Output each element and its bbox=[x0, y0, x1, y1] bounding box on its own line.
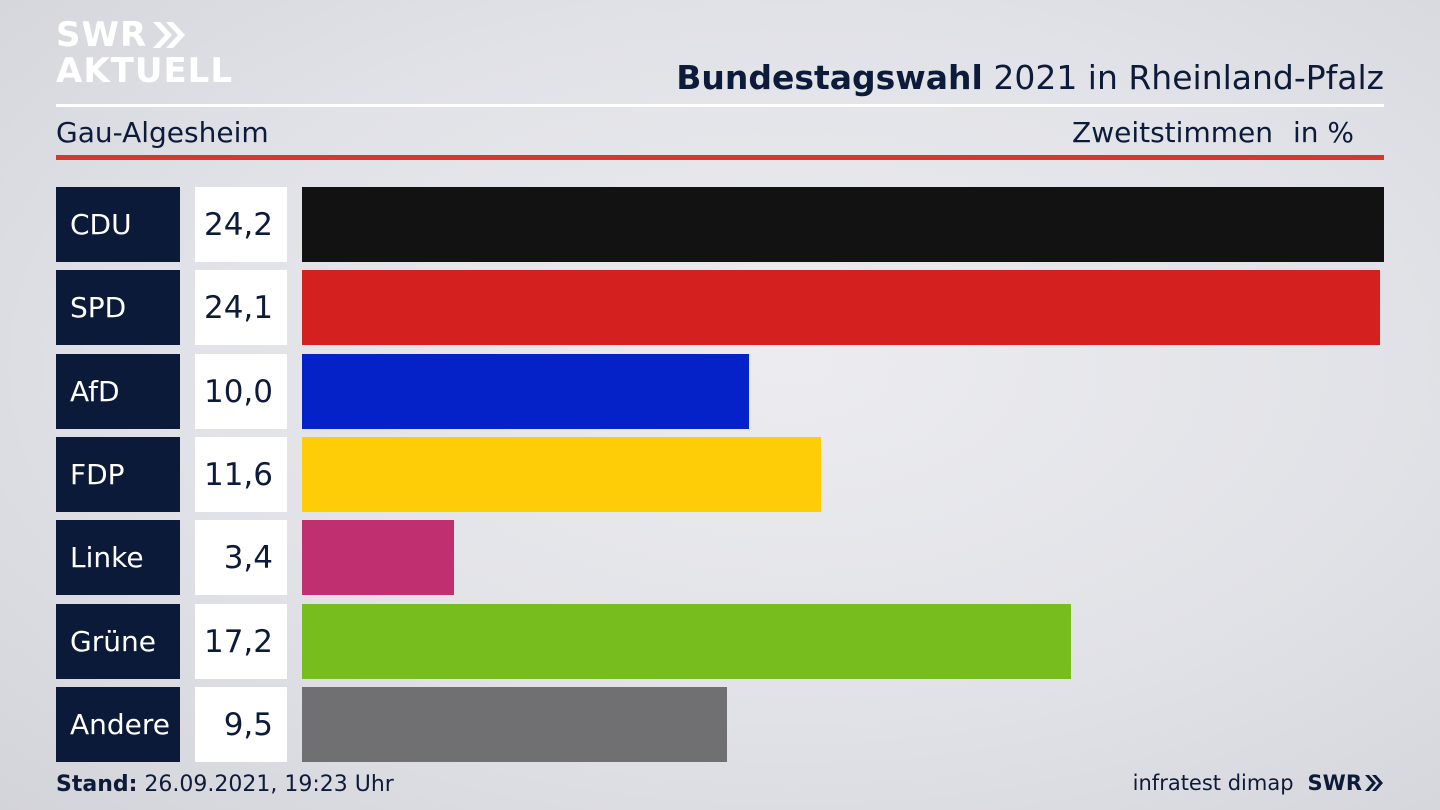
party-label: Grüne bbox=[56, 604, 180, 679]
stand-label: Stand: bbox=[56, 772, 138, 797]
bar-cdu bbox=[302, 187, 1384, 262]
bar-row-grüne: Grüne 17,2 bbox=[56, 604, 1384, 679]
value-label: 9,5 bbox=[195, 687, 287, 762]
measure-name: Zweitstimmen bbox=[1072, 116, 1273, 149]
chart-title: Bundestagswahl 2021 in Rheinland-Pfalz bbox=[676, 58, 1384, 97]
bar-grüne bbox=[302, 604, 1071, 679]
bar-row-afd: AfD 10,0 bbox=[56, 354, 1384, 429]
header-divider bbox=[56, 104, 1384, 107]
source-text: infratest dimap bbox=[1132, 771, 1294, 795]
accent-divider bbox=[56, 155, 1384, 160]
footer-logo-text: SWR bbox=[1307, 771, 1362, 795]
value-label: 17,2 bbox=[195, 604, 287, 679]
double-chevron-small-icon bbox=[1365, 775, 1383, 791]
party-label: Linke bbox=[56, 520, 180, 595]
logo-swr-text: SWR bbox=[56, 15, 148, 55]
party-label: AfD bbox=[56, 354, 180, 429]
timestamp: Stand: 26.09.2021, 19:23 Uhr bbox=[56, 772, 394, 797]
region-name: Gau-Algesheim bbox=[56, 116, 269, 149]
swr-footer-logo: SWR bbox=[1308, 771, 1384, 795]
title-bold: Bundestagswahl bbox=[676, 58, 983, 97]
bar-linke bbox=[302, 520, 454, 595]
value-label: 24,1 bbox=[195, 270, 287, 345]
bar-afd bbox=[302, 354, 749, 429]
party-label: FDP bbox=[56, 437, 180, 512]
measure-label: Zweitstimmen in % bbox=[1072, 116, 1354, 149]
unit-label: in % bbox=[1292, 116, 1354, 149]
double-chevron-icon bbox=[153, 22, 186, 48]
bar-row-spd: SPD 24,1 bbox=[56, 270, 1384, 345]
bar-row-cdu: CDU 24,2 bbox=[56, 187, 1384, 262]
party-label: Andere bbox=[56, 687, 180, 762]
party-label: SPD bbox=[56, 270, 180, 345]
swr-aktuell-logo: SWR AKTUELL bbox=[56, 18, 233, 88]
bar-fdp bbox=[302, 437, 821, 512]
source-credit: infratest dimap SWR bbox=[1133, 771, 1384, 795]
logo-aktuell-text: AKTUELL bbox=[56, 51, 234, 91]
party-label: CDU bbox=[56, 187, 180, 262]
bar-row-linke: Linke 3,4 bbox=[56, 520, 1384, 595]
bar-andere bbox=[302, 687, 727, 762]
bar-row-andere: Andere 9,5 bbox=[56, 687, 1384, 762]
value-label: 24,2 bbox=[195, 187, 287, 262]
stand-value: 26.09.2021, 19:23 Uhr bbox=[137, 772, 394, 797]
value-label: 10,0 bbox=[195, 354, 287, 429]
bar-spd bbox=[302, 270, 1380, 345]
title-rest: 2021 in Rheinland-Pfalz bbox=[982, 58, 1384, 97]
value-label: 11,6 bbox=[195, 437, 287, 512]
value-label: 3,4 bbox=[195, 520, 287, 595]
bar-row-fdp: FDP 11,6 bbox=[56, 437, 1384, 512]
